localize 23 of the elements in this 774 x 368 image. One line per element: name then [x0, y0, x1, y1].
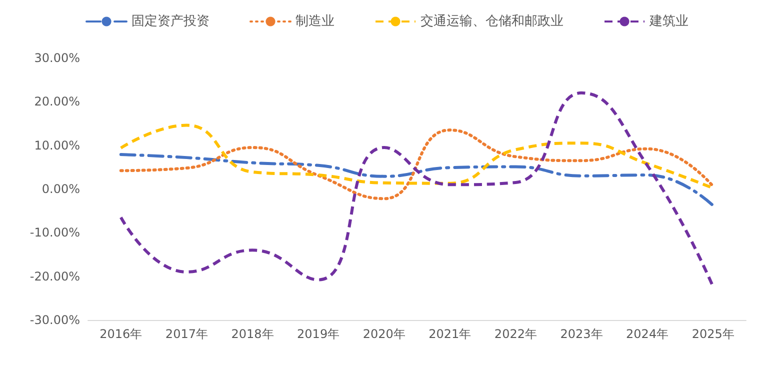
- x-tick-label: 2021年: [428, 327, 472, 341]
- legend-label: 建筑业: [648, 14, 688, 29]
- y-tick-label: -20.00%: [30, 269, 80, 284]
- legend-label: 固定资产投资: [132, 14, 210, 29]
- x-tick-label: 2016年: [100, 327, 142, 341]
- y-tick-label: 10.00%: [34, 138, 80, 152]
- y-tick-label: 30.00%: [34, 51, 80, 65]
- y-tick-label: -30.00%: [30, 313, 80, 327]
- x-tick-label: 2022年: [494, 327, 537, 341]
- y-tick-label: 20.00%: [34, 94, 80, 109]
- line-series: [119, 128, 715, 200]
- legend-label: 制造业: [296, 14, 334, 29]
- x-tick-label: 2019年: [297, 327, 340, 341]
- x-tick-label: 2018年: [231, 327, 274, 341]
- x-tick-label: 2024年: [626, 327, 669, 341]
- y-tick-label: -10.00%: [30, 226, 80, 240]
- x-tick-label: 2017年: [165, 327, 208, 341]
- line-series: [119, 153, 715, 208]
- x-tick-label: 2020年: [362, 327, 406, 341]
- y-tick-label: 0.00%: [42, 182, 80, 196]
- x-tick-label: 2023年: [560, 327, 603, 341]
- x-tick-label: 2025年: [692, 327, 734, 341]
- legend-label: 交通运输、仓储和邮政业: [420, 13, 564, 29]
